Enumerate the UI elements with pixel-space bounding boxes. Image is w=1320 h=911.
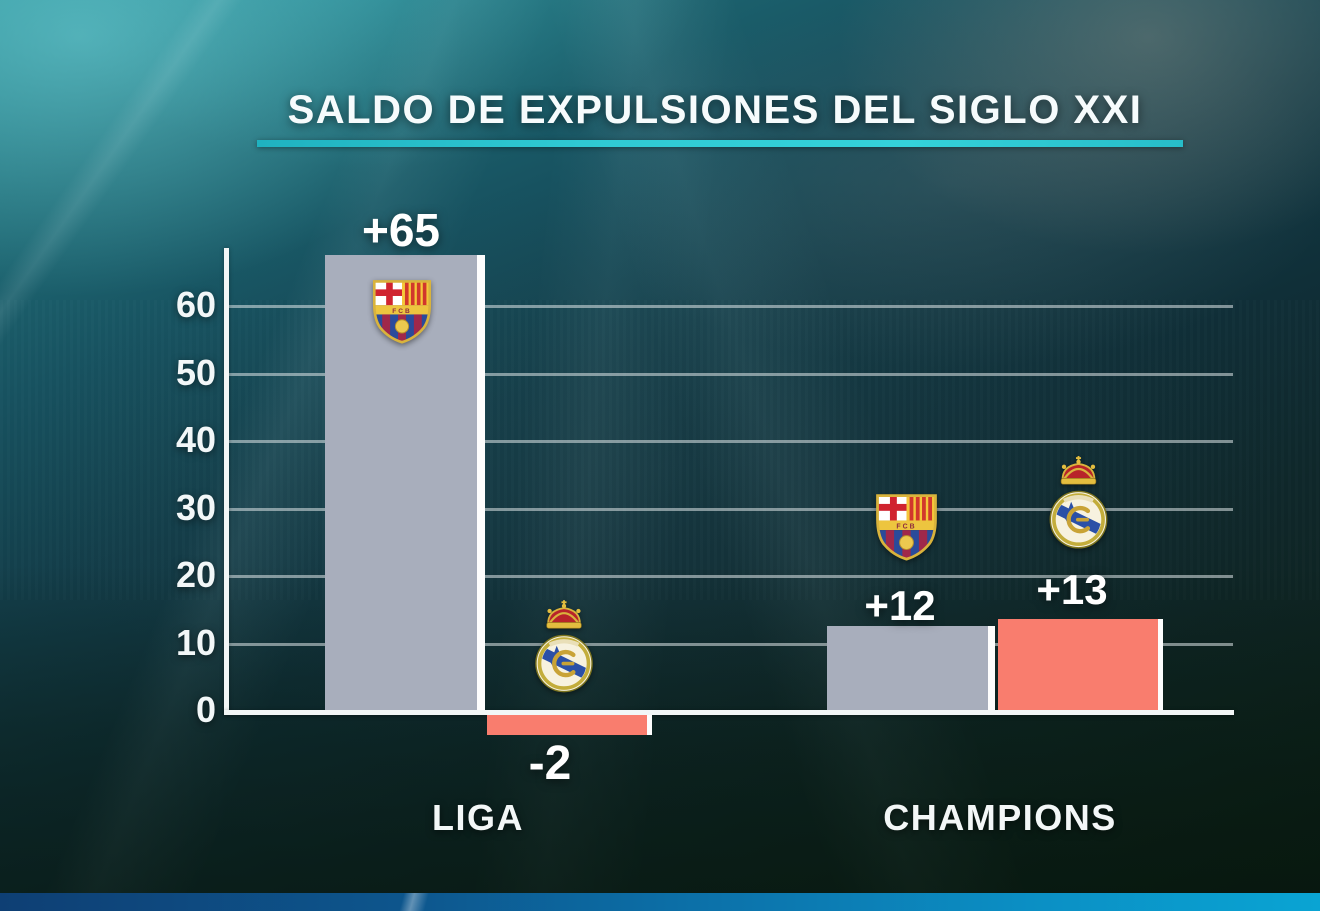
fc-barcelona-crest-liga-icon bbox=[369, 276, 435, 345]
y-tick-label-20: 20 bbox=[175, 554, 216, 595]
category-label-liga: LIGA bbox=[432, 797, 524, 838]
fc-barcelona-champions-bar bbox=[827, 626, 995, 710]
value-label-barcelona-champions: +12 bbox=[864, 582, 936, 629]
gridline-50 bbox=[229, 373, 1233, 376]
value-label-madrid-liga: -2 bbox=[528, 737, 572, 790]
title-underline bbox=[257, 140, 1183, 147]
y-tick-label-60: 60 bbox=[175, 284, 216, 325]
x-axis-baseline bbox=[224, 710, 1234, 715]
real-madrid-liga-bar bbox=[487, 715, 652, 735]
y-tick-label-30: 30 bbox=[175, 487, 216, 528]
gridline-40 bbox=[229, 440, 1233, 443]
category-label-champions: CHAMPIONS bbox=[883, 797, 1117, 838]
gridline-10 bbox=[229, 643, 1233, 646]
real-madrid-crest-champions-icon bbox=[1042, 456, 1115, 550]
y-tick-label-40: 40 bbox=[175, 419, 216, 460]
gridline-30 bbox=[229, 508, 1233, 511]
fc-barcelona-crest-champions-icon bbox=[872, 490, 941, 562]
y-tick-label-50: 50 bbox=[175, 352, 216, 393]
y-tick-label-10: 10 bbox=[175, 622, 216, 663]
real-madrid-champions-bar bbox=[998, 619, 1163, 710]
real-madrid-crest-liga-icon bbox=[528, 600, 600, 694]
value-label-madrid-champions: +13 bbox=[1036, 566, 1108, 613]
gridline-60 bbox=[229, 305, 1233, 308]
lower-third-blue-strip bbox=[0, 893, 1320, 911]
value-label-barcelona-liga: +65 bbox=[361, 204, 441, 256]
y-axis-line bbox=[224, 248, 229, 715]
y-tick-label-0: 0 bbox=[195, 689, 216, 730]
chart-title: SALDO DE EXPULSIONES DEL SIGLO XXI bbox=[287, 88, 1143, 132]
gridline-20 bbox=[229, 575, 1233, 578]
